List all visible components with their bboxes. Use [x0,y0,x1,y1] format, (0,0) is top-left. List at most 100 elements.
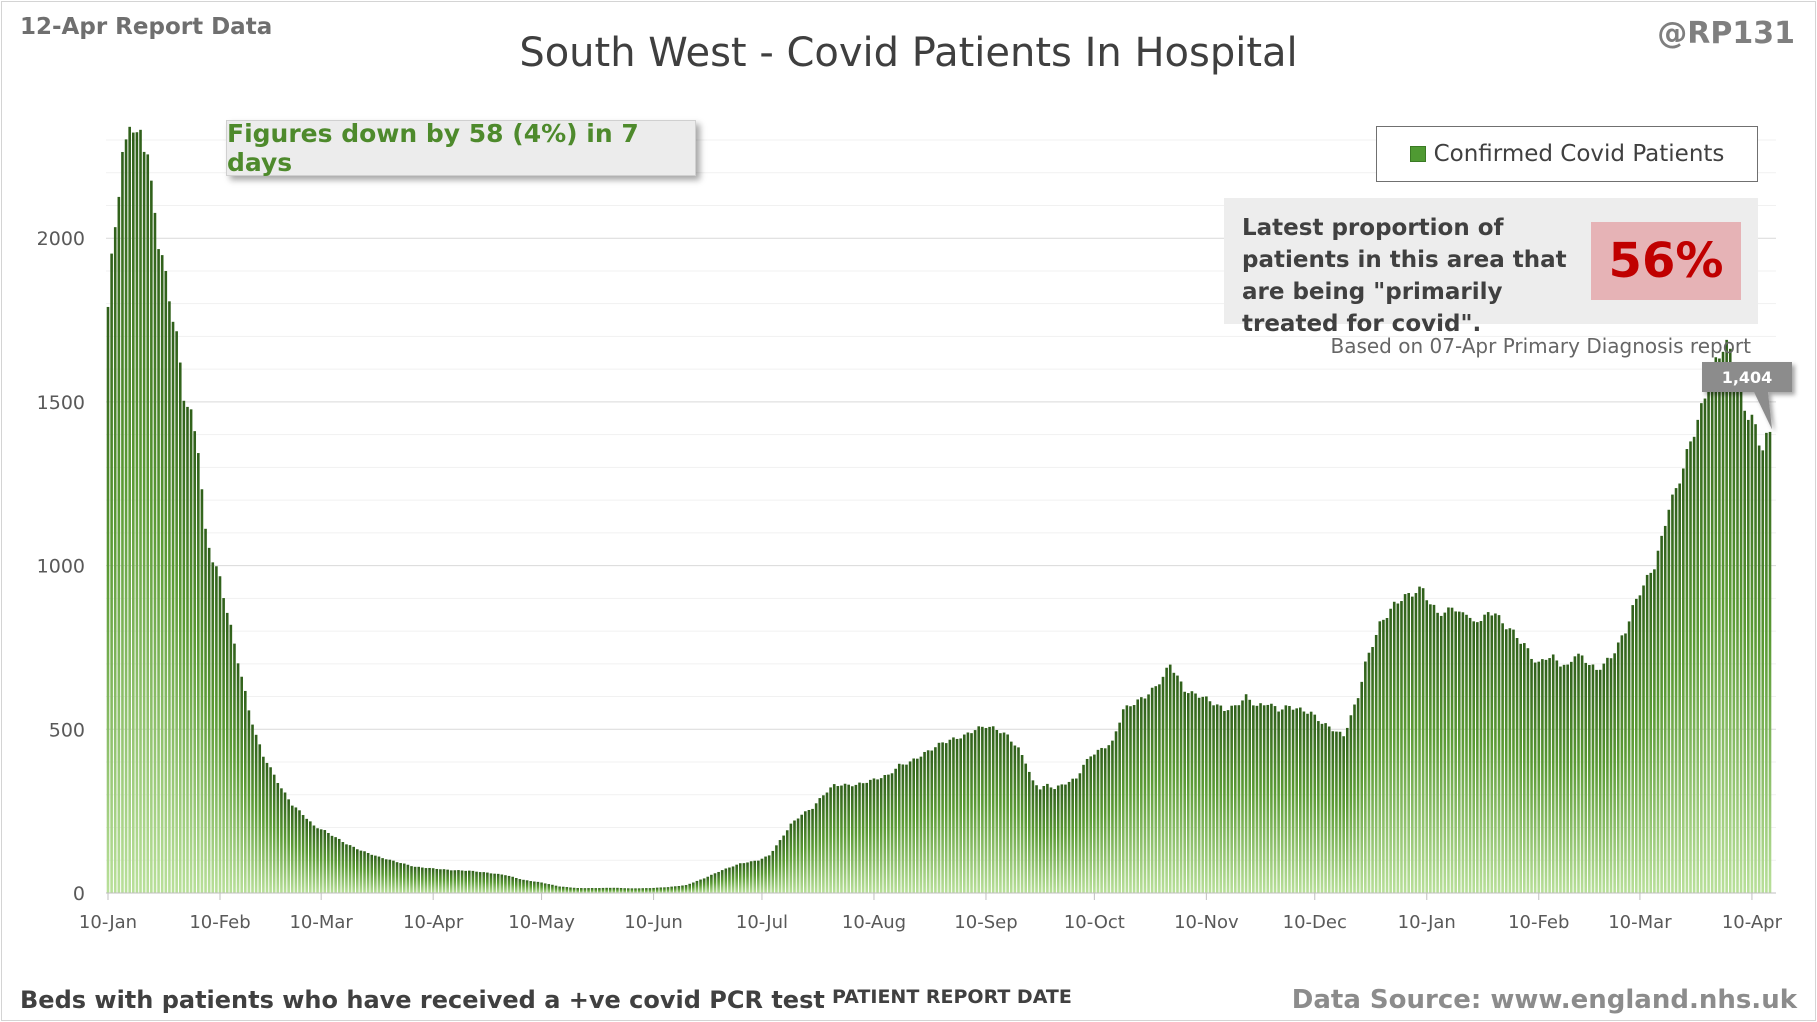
bar [1237,705,1241,893]
bar [869,779,872,893]
bar [511,876,514,893]
bar [287,799,290,893]
bar [666,887,670,893]
bar [1555,660,1559,893]
bar [1678,483,1681,893]
bar [677,886,681,893]
bar [641,888,645,893]
bar [822,795,825,893]
bar [222,598,225,893]
bar [189,409,193,893]
bar [1067,781,1071,893]
y-axis-ticks: 0 500 1000 1500 2000 [37,228,85,905]
bar [569,887,572,893]
bar [482,872,486,893]
bar [1176,675,1179,893]
bar [1382,619,1385,893]
bar [872,778,876,893]
bar [977,726,981,893]
bar [1024,763,1028,893]
bar [135,132,139,893]
bar [999,733,1002,893]
x-axis-title: PATIENT REPORT DATE [832,986,1072,1008]
bar [1765,432,1768,893]
bar [934,747,937,893]
bar [1140,697,1143,893]
bar [153,212,157,894]
bar [1761,450,1765,893]
data-source: Data Source: www.england.nhs.uk [1291,985,1797,1015]
bar [269,767,272,893]
bar [587,888,590,893]
bar [1266,704,1270,893]
bar [1013,745,1017,893]
bar [1660,535,1663,893]
bar [713,873,717,893]
bar [1342,736,1345,893]
bar [453,870,457,893]
bar [1743,410,1747,893]
bar [1645,574,1649,893]
bar [262,756,265,893]
bar [139,129,142,893]
bar [720,870,724,893]
bar [1515,638,1519,893]
bar [1230,705,1233,893]
bar [811,808,814,893]
bar [1638,595,1642,893]
bar [200,489,204,893]
bar [1118,722,1121,893]
bar [1064,784,1067,893]
bar [1732,375,1736,893]
bar [1226,710,1230,893]
bar [280,788,283,893]
bar [536,881,540,893]
bar [1450,607,1454,893]
bar [106,306,110,894]
bar [554,885,558,893]
bar [1689,441,1692,893]
bar [417,866,421,893]
bar [236,663,240,893]
bar [316,828,319,893]
bar [1620,635,1624,893]
bar [1461,612,1465,893]
bar [1208,701,1212,893]
bar [1100,747,1103,893]
bar [1418,586,1421,893]
bar [1414,593,1418,893]
bar [175,331,178,893]
bar [276,782,280,893]
x-tick-label: 10-Feb [1508,912,1569,933]
bar [1143,698,1147,893]
bar [746,862,749,893]
bar [1356,698,1360,893]
bar [1331,731,1335,893]
bar-series [106,126,1772,894]
bar [1017,747,1020,893]
bar [204,528,207,893]
bar [1147,694,1150,893]
bar [1421,588,1425,893]
x-tick-label: 10-May [508,912,575,933]
bar [327,832,330,893]
bar [1757,445,1761,893]
proportion-text: Latest proportion of patients in this ar… [1242,215,1567,337]
legend: Confirmed Covid Patients [1376,126,1758,182]
bar [355,849,359,893]
bar [1707,386,1710,893]
bar [724,868,728,893]
bar [865,782,869,893]
bar [981,726,984,893]
bar [760,858,764,893]
bar [1519,643,1523,893]
bar [702,878,706,893]
bar [207,547,211,893]
bar [1631,605,1635,893]
bar [1649,572,1653,893]
bar [583,888,587,893]
bar [861,783,865,893]
bar [113,227,117,893]
bar [1172,672,1176,893]
